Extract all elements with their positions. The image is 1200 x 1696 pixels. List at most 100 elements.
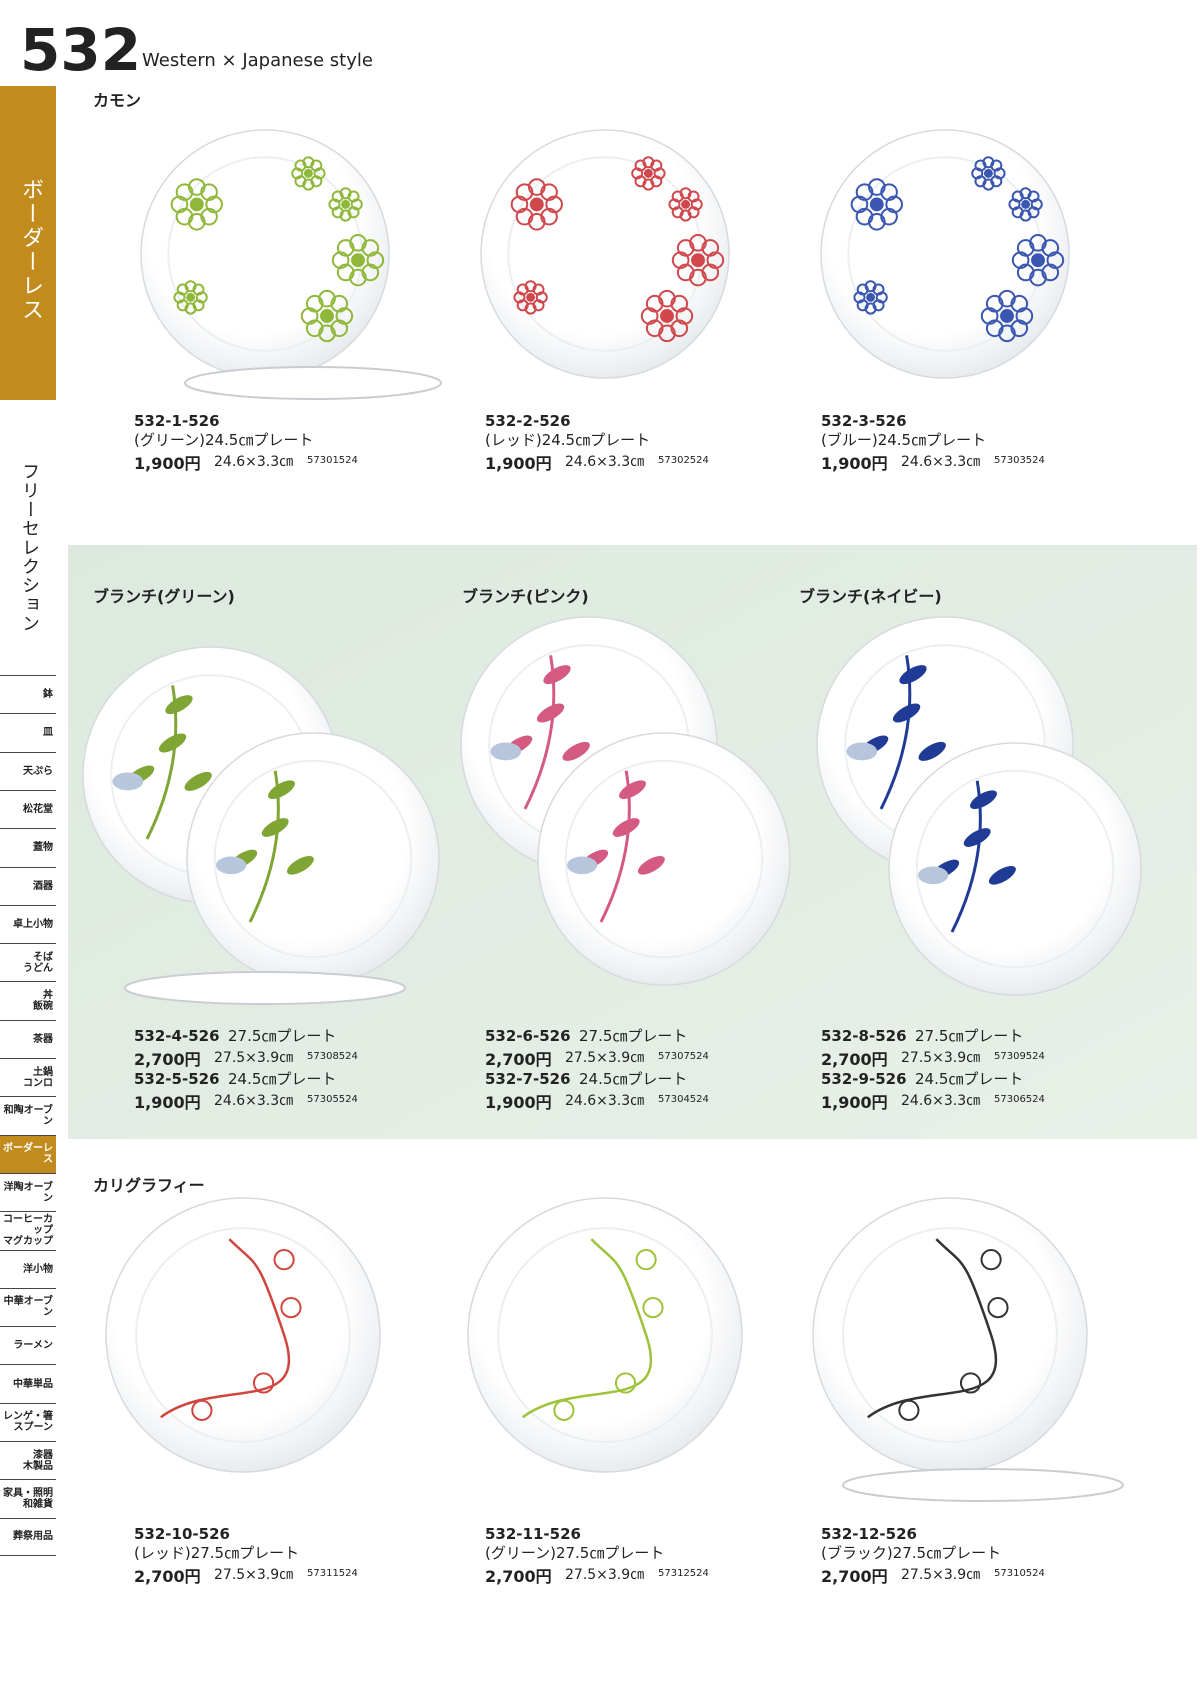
- item-price: 1,900円: [821, 1093, 888, 1112]
- section-title: ブランチ(ネイビー): [799, 587, 942, 606]
- flower-petal: [990, 159, 1003, 172]
- branch-leaf: [637, 855, 665, 875]
- swirl-curl: [898, 1399, 920, 1421]
- branch-shadow-leaf: [215, 856, 247, 875]
- branch-leaf: [892, 703, 921, 723]
- branch-leaf: [612, 818, 640, 837]
- item-size: 27.5×3.9㎝: [901, 1567, 981, 1583]
- flower-petal: [640, 307, 659, 325]
- flower-center: [351, 253, 365, 268]
- plate: [186, 732, 440, 986]
- plate-body: [105, 1197, 381, 1473]
- flower-petal: [671, 251, 690, 270]
- plate: [467, 1197, 743, 1473]
- branch-leaf: [286, 855, 314, 875]
- branch-leaf: [165, 695, 193, 715]
- flower-center: [341, 199, 351, 209]
- flower-petal: [1010, 319, 1029, 338]
- sidebar-tab: 中華単品: [0, 1364, 56, 1402]
- item-size: 24.6×3.3㎝: [214, 454, 294, 470]
- plate-well: [847, 156, 1043, 352]
- plate-well: [167, 156, 363, 352]
- item-size: 27.5×3.9㎝: [565, 1050, 645, 1066]
- sidebar-active-section: ボーダーレス: [18, 178, 43, 322]
- flower-petal: [349, 268, 367, 287]
- flower-petal: [670, 294, 689, 313]
- flower-petal: [361, 239, 380, 257]
- flower-petal: [855, 183, 874, 201]
- item-size: 24.6×3.3㎝: [901, 454, 981, 470]
- plate-well: [915, 769, 1115, 969]
- flower-petal: [998, 324, 1016, 343]
- flower-petal: [331, 251, 350, 270]
- branch-shadow-leaf: [112, 772, 144, 791]
- item-size: 24.6×3.3㎝: [565, 454, 645, 470]
- flower-petal: [1041, 239, 1060, 257]
- item-code: 532-9-526: [821, 1070, 907, 1088]
- flower-petal: [515, 183, 534, 201]
- flower-petal: [527, 212, 546, 231]
- item-jan: 57311524: [307, 1568, 358, 1579]
- flower-petal: [336, 239, 355, 257]
- plate-well: [135, 1227, 351, 1443]
- plate-body: [812, 1197, 1088, 1473]
- branch-leaf: [184, 771, 212, 791]
- flower-petal: [366, 251, 385, 270]
- branch-leaf: [562, 741, 590, 761]
- swirl-curl: [614, 1372, 637, 1394]
- sidebar-tab: 家具・照明 和雑貨: [0, 1479, 56, 1517]
- flower-petal: [687, 190, 700, 203]
- flower-petal: [200, 207, 218, 226]
- plate: [888, 742, 1142, 996]
- sidebar-section: フリーセレクション: [19, 462, 40, 633]
- section-title: カリグラフィー: [93, 1176, 205, 1195]
- item-name: (ブルー)24.5㎝プレート: [821, 431, 987, 449]
- flower-petal: [545, 195, 563, 214]
- item-jan: 57301524: [307, 455, 358, 466]
- item-code: 532-11-526: [485, 1525, 581, 1543]
- swirl-curl: [635, 1249, 657, 1271]
- sidebar-tab: 葬祭用品: [0, 1517, 56, 1556]
- sidebar-tab: 天ぷら: [0, 751, 56, 790]
- item-name: (ブラック)27.5㎝プレート: [821, 1544, 1002, 1562]
- sidebar-tab: 中華オーブン: [0, 1287, 56, 1326]
- item-code: 532-8-526: [821, 1027, 907, 1045]
- item-price: 1,900円: [821, 454, 888, 473]
- item-size: 27.5×3.9㎝: [214, 1050, 294, 1066]
- flower-petal: [1015, 307, 1034, 325]
- flower-petal: [205, 195, 223, 214]
- item-price: 1,900円: [134, 454, 201, 473]
- flower-petal: [689, 268, 707, 287]
- sidebar-tab: ボーダーレス: [0, 1134, 56, 1173]
- plate-side-view: [842, 1468, 1124, 1502]
- flower-petal: [880, 183, 898, 201]
- swirl-curl: [191, 1399, 213, 1421]
- flower-center: [526, 292, 536, 302]
- item-code: 532-10-526: [134, 1525, 230, 1543]
- flower-center: [866, 292, 876, 302]
- item-jan: 57304524: [658, 1094, 709, 1105]
- flower-petal: [1046, 251, 1065, 270]
- item-name: 27.5㎝プレート: [228, 1027, 337, 1045]
- flower-petal: [192, 283, 205, 296]
- page-subtitle: Western × Japanese style: [142, 50, 373, 71]
- plate-well: [213, 759, 413, 959]
- plate-side-view: [124, 971, 406, 1005]
- flower-petal: [532, 283, 545, 296]
- flower-petal: [1041, 263, 1060, 282]
- flower-petal: [510, 195, 529, 214]
- swirl-curl: [273, 1249, 295, 1271]
- flower-petal: [300, 307, 319, 325]
- flower-center: [529, 197, 544, 212]
- flower-petal: [347, 190, 360, 203]
- sidebar-tab: 土鍋 コンロ: [0, 1058, 56, 1096]
- flower-center: [660, 309, 674, 323]
- flower-center: [681, 199, 691, 209]
- item-price: 1,900円: [485, 1093, 552, 1112]
- flower-petal: [985, 319, 1004, 338]
- item-jan: 57310524: [994, 1568, 1045, 1579]
- swirl: [160, 1238, 291, 1419]
- branch-leaf: [268, 780, 295, 800]
